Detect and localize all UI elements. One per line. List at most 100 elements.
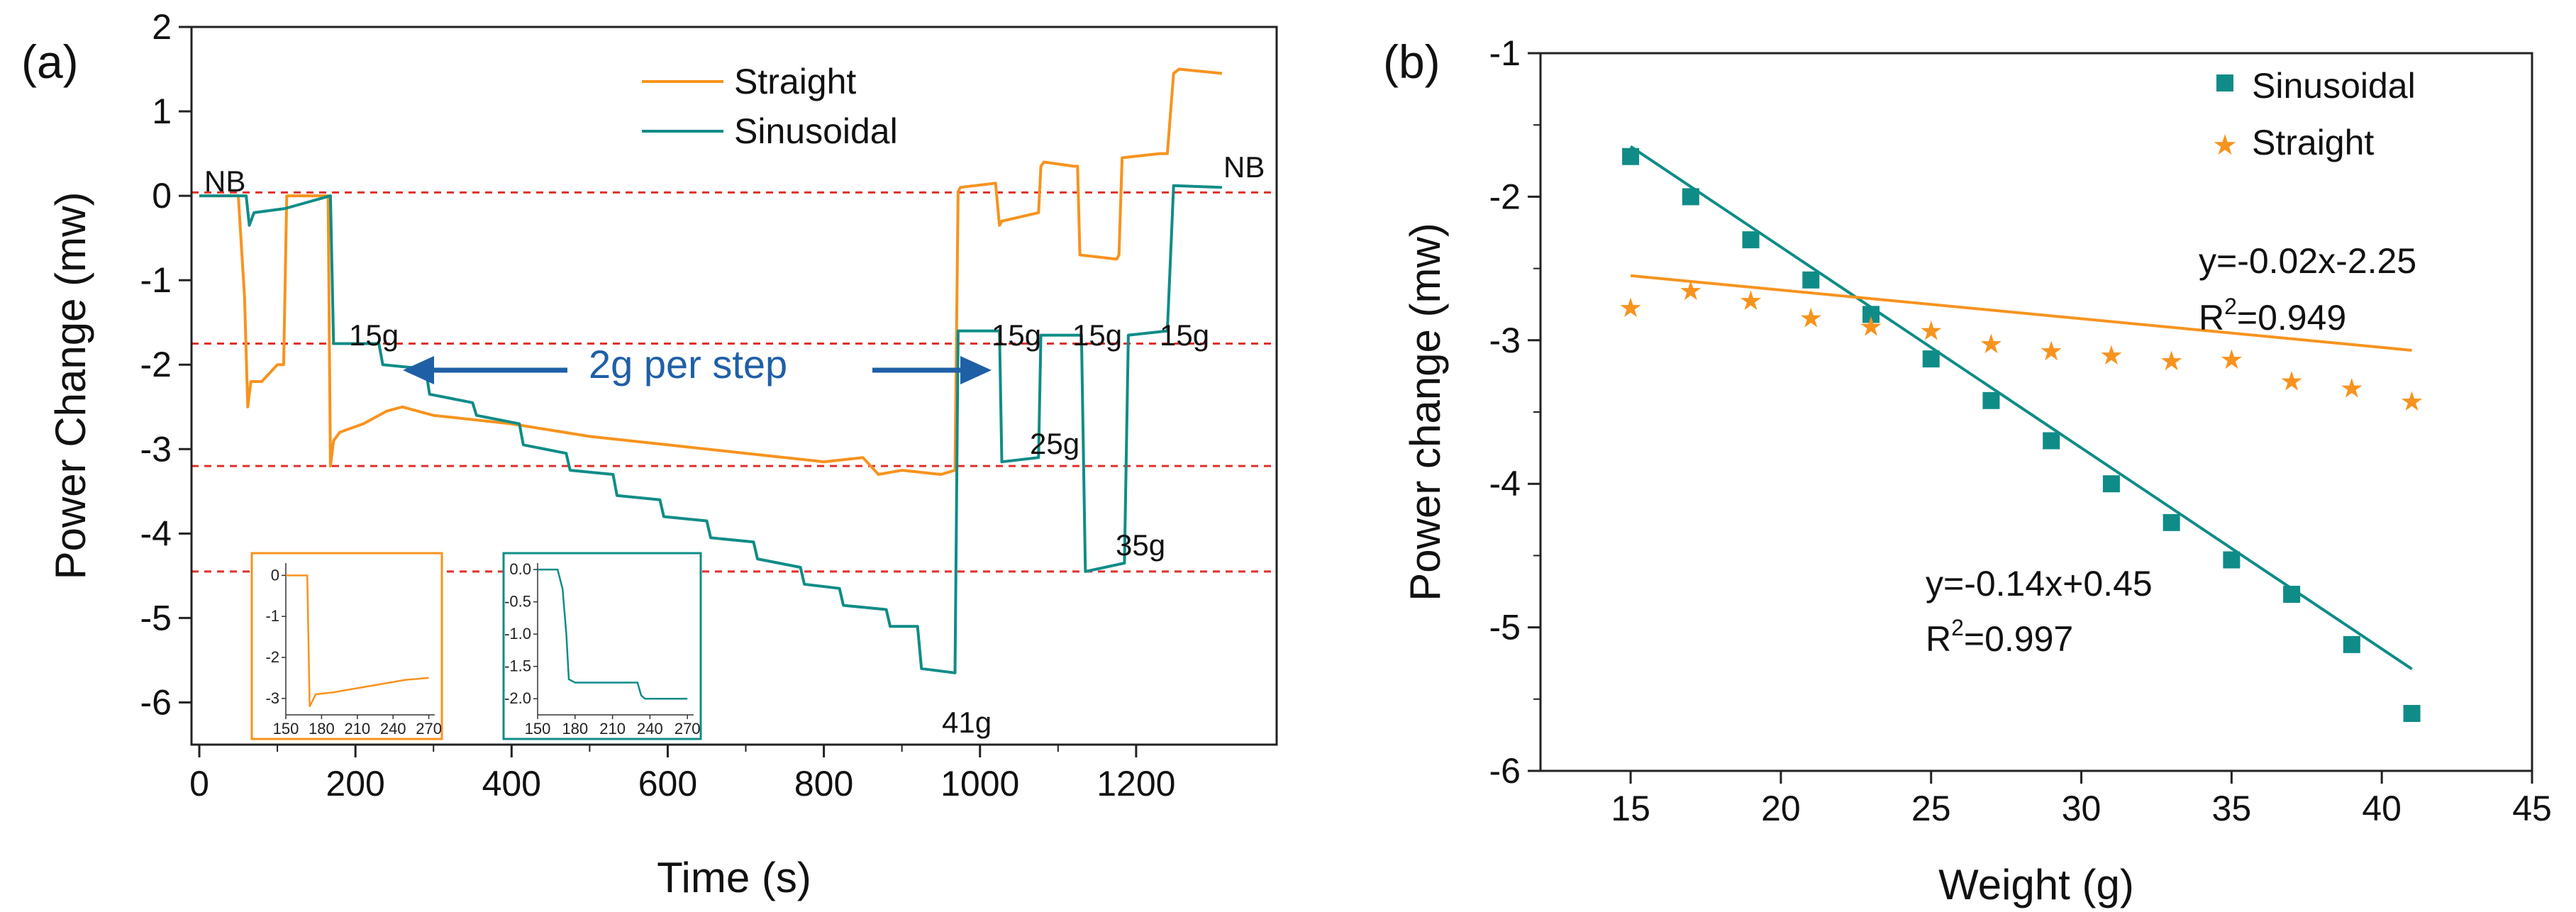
panel-b-xlabel: Weight (g): [1938, 861, 2134, 908]
panel-a-ylabel: Power Change (mw): [47, 192, 94, 580]
y-tick-label: -3: [140, 429, 172, 469]
data-point-straight-star-icon: ★: [2280, 367, 2304, 396]
fit-r2-straight-sup: 2: [2224, 294, 2237, 319]
y-tick-label: 2: [152, 7, 172, 47]
data-point-sinusoidal: [2283, 586, 2301, 604]
x-tick-label: 30: [2062, 789, 2102, 828]
x-tick-label: 200: [326, 764, 384, 803]
fit-line-sinusoidal: [1629, 145, 2413, 670]
annotation-35g: 35g: [1116, 528, 1165, 562]
inset-x-tick-label: 180: [562, 720, 588, 738]
legend-straight-label-b: Straight: [2252, 123, 2374, 162]
inset-x-tick-label: 270: [674, 720, 701, 738]
data-point-sinusoidal: [1922, 350, 1940, 368]
data-point-straight-star-icon: ★: [2160, 347, 2184, 377]
data-point-sinusoidal: [2043, 432, 2060, 450]
inset-x-tick-label: 210: [344, 720, 370, 738]
data-point-sinusoidal: [2343, 635, 2360, 653]
data-point-straight-star-icon: ★: [1919, 317, 1943, 347]
panel-b-label: (b): [1383, 35, 1440, 88]
fit-equation-sinusoidal: y=-0.14x+0.45: [1926, 564, 2153, 604]
arrow-right-head-icon: [960, 356, 992, 384]
fit-r2-straight-value: =0.949: [2237, 298, 2346, 338]
data-point-straight-star-icon: ★: [1679, 277, 1703, 306]
data-point-sinusoidal: [2223, 551, 2241, 569]
data-point-sinusoidal: [2102, 475, 2120, 493]
panel-b-ylabel: Power change (mw): [1401, 223, 1449, 601]
fit-r2-straight-label: R: [2199, 298, 2224, 338]
fit-r2-sinusoidal-label: R: [1926, 619, 1951, 659]
y-tick-label: -3: [1489, 321, 1521, 360]
y-tick-label: -2: [1489, 177, 1521, 216]
annotation-15g-first: 15g: [349, 318, 399, 352]
y-tick-label: 1: [152, 91, 172, 131]
inset-y-tick-label: -1.5: [504, 657, 531, 675]
data-point-sinusoidal: [1982, 391, 2000, 409]
x-tick-label: 35: [2212, 789, 2252, 828]
panel-a-plot-frame: [190, 26, 1278, 746]
panel-a-label: (a): [21, 35, 79, 88]
y-tick-label: -1: [1489, 33, 1521, 73]
annotation-41g: 41g: [942, 706, 992, 739]
data-point-straight-star-icon: ★: [2099, 341, 2123, 371]
y-tick-label: -4: [140, 513, 172, 553]
annotation-nb-start: NB: [204, 165, 245, 198]
annotation-15g-c: 15g: [1160, 318, 1209, 352]
legend-straight-label: Straight: [734, 62, 856, 101]
x-tick-label: 25: [1911, 789, 1951, 828]
inset-sinusoidal: 150 180 210 240 270 0.0 -0.5 -1.0 -1.5 -2.0: [502, 552, 702, 740]
inset-y-tick-label: 0: [271, 566, 279, 584]
x-tick-label: 45: [2512, 789, 2552, 828]
arrow-left-head-icon: [403, 356, 434, 384]
panel-b: (b) 15 20 25 30 35 40 45 -1 -2 -3 -4 -5 -6 ★ ★ ★ ★ ★ ★ ★ ★ ★…: [1383, 33, 2552, 908]
fit-r2-sinusoidal-sup: 2: [1951, 615, 1964, 640]
y-tick-label: -4: [1489, 464, 1521, 504]
inset-series-line: [538, 568, 688, 700]
x-tick-label: 600: [638, 764, 697, 803]
annotation-nb-end: NB: [1223, 150, 1265, 184]
fit-r2-straight: R2=0.949: [2199, 294, 2346, 338]
data-point-straight-star-icon: ★: [1859, 313, 1883, 343]
inset-x-tick-label: 150: [273, 720, 299, 738]
data-point-sinusoidal: [2403, 705, 2421, 723]
y-tick-label: -6: [1489, 751, 1521, 791]
legend-sinusoidal-marker: [2216, 74, 2233, 91]
x-tick-label: 40: [2362, 789, 2402, 828]
inset-straight: 150 180 210 240 270 0 -1 -2 -3: [250, 552, 443, 740]
y-tick-label: -2: [140, 345, 172, 384]
data-point-sinusoidal: [1622, 148, 1640, 165]
x-tick-label: 0: [189, 764, 209, 803]
y-tick-label: 0: [152, 176, 172, 216]
data-point-straight-star-icon: ★: [1799, 304, 1823, 333]
inset-y-tick-label: -0.5: [504, 593, 531, 611]
legend-straight-star-icon: ★: [2212, 130, 2238, 161]
inset-x-tick-label: 240: [380, 720, 406, 738]
inset-straight-frame: [250, 552, 443, 740]
fit-r2-sinusoidal-value: =0.997: [1964, 619, 2073, 659]
x-tick-label: 800: [794, 764, 853, 803]
annotation-15g-b: 15g: [1072, 318, 1122, 352]
fit-equation-straight: y=-0.02x-2.25: [2199, 241, 2416, 281]
inset-x-tick-label: 210: [599, 720, 626, 738]
annotation-25g: 25g: [1030, 427, 1079, 460]
inset-x-tick-label: 150: [525, 720, 551, 738]
inset-sinusoidal-frame: [502, 552, 702, 740]
inset-y-tick-label: -1: [265, 607, 279, 625]
legend-sinusoidal-label-b: Sinusoidal: [2252, 66, 2416, 106]
inset-y-tick-label: -2.0: [504, 689, 531, 707]
panel-b-legend: Sinusoidal ★ Straight: [2212, 66, 2416, 162]
y-tick-label: -5: [1489, 608, 1521, 647]
data-point-straight-star-icon: ★: [2039, 337, 2063, 367]
panel-a-xlabel: Time (s): [657, 854, 811, 901]
inset-y-tick-label: 0.0: [509, 560, 531, 578]
inset-series-line: [286, 574, 429, 707]
x-tick-label: 15: [1611, 789, 1650, 828]
data-point-straight-star-icon: ★: [2340, 374, 2364, 404]
panel-b-fit-labels: y=-0.02x-2.25 R2=0.949 y=-0.14x+0.45 R2=…: [1926, 241, 2416, 659]
x-tick-label: 1200: [1097, 764, 1175, 803]
data-point-straight-star-icon: ★: [2400, 387, 2424, 417]
data-point-sinusoidal: [1862, 306, 1880, 323]
inset-y-tick-label: -3: [265, 689, 279, 707]
data-point-sinusoidal: [1802, 271, 1820, 289]
y-tick-label: -6: [140, 682, 172, 722]
